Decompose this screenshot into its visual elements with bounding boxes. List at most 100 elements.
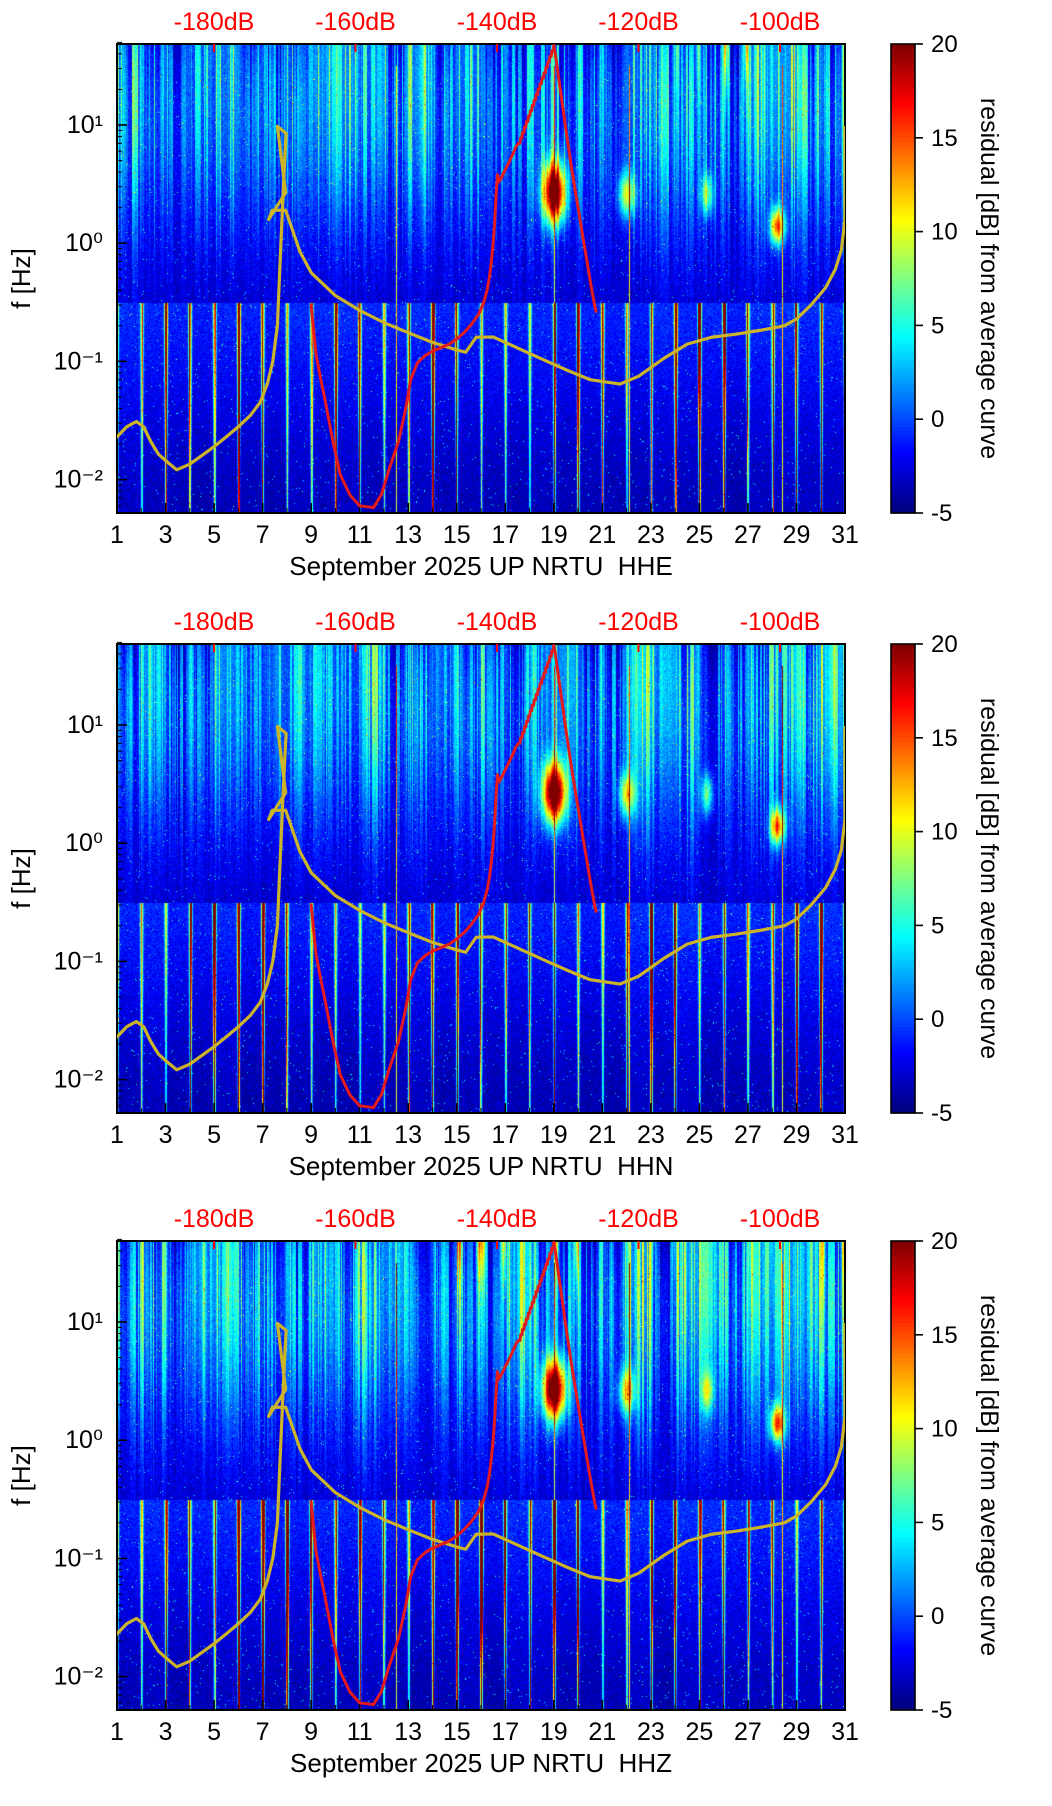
svg-text:5: 5 (931, 912, 944, 939)
svg-text:10¹: 10¹ (67, 1308, 103, 1336)
svg-text:-100dB: -100dB (740, 608, 821, 636)
svg-text:11: 11 (347, 1121, 373, 1149)
svg-text:0: 0 (931, 1603, 944, 1630)
svg-text:27: 27 (734, 1718, 762, 1746)
svg-text:3: 3 (159, 1121, 173, 1149)
svg-text:9: 9 (304, 1121, 318, 1149)
svg-text:10⁻¹: 10⁻¹ (54, 947, 103, 975)
svg-text:7: 7 (256, 521, 270, 549)
svg-text:5: 5 (207, 521, 221, 549)
svg-text:residual [dB] from average cur: residual [dB] from average curve (975, 1295, 1003, 1656)
svg-text:-160dB: -160dB (315, 1205, 396, 1233)
svg-text:5: 5 (931, 1509, 944, 1536)
svg-text:17: 17 (491, 1121, 519, 1149)
svg-text:residual [dB] from average cur: residual [dB] from average curve (975, 98, 1003, 459)
svg-text:31: 31 (831, 521, 859, 549)
svg-text:9: 9 (304, 1718, 318, 1746)
svg-text:-140dB: -140dB (457, 608, 538, 636)
svg-text:27: 27 (734, 521, 762, 549)
svg-text:17: 17 (491, 521, 519, 549)
svg-text:-120dB: -120dB (598, 1205, 679, 1233)
svg-text:-5: -5 (931, 1697, 952, 1724)
svg-text:-120dB: -120dB (598, 8, 679, 36)
svg-text:-160dB: -160dB (315, 8, 396, 36)
svg-text:3: 3 (159, 521, 173, 549)
svg-text:9: 9 (304, 521, 318, 549)
svg-text:5: 5 (931, 312, 944, 339)
svg-text:25: 25 (685, 1718, 713, 1746)
svg-text:20: 20 (931, 631, 958, 658)
svg-text:13: 13 (394, 1121, 422, 1149)
svg-text:19: 19 (540, 1121, 568, 1149)
svg-text:-5: -5 (931, 500, 952, 527)
svg-text:19: 19 (540, 1718, 568, 1746)
svg-text:-140dB: -140dB (457, 1205, 538, 1233)
svg-text:10¹: 10¹ (67, 111, 103, 139)
svg-text:31: 31 (831, 1121, 859, 1149)
svg-text:10⁻²: 10⁻² (54, 1663, 103, 1691)
svg-text:25: 25 (685, 521, 713, 549)
svg-text:15: 15 (443, 1718, 471, 1746)
svg-text:19: 19 (540, 521, 568, 549)
svg-text:29: 29 (783, 1121, 811, 1149)
svg-text:20: 20 (931, 31, 958, 58)
svg-text:10: 10 (931, 1416, 958, 1443)
svg-text:21: 21 (588, 521, 616, 549)
svg-text:7: 7 (256, 1718, 270, 1746)
svg-text:15: 15 (931, 725, 958, 752)
svg-text:23: 23 (637, 521, 665, 549)
svg-text:September 2025 UP NRTU HHN: September 2025 UP NRTU HHN (289, 1151, 674, 1181)
svg-text:20: 20 (931, 1228, 958, 1255)
svg-text:11: 11 (347, 521, 373, 549)
svg-text:0: 0 (931, 1006, 944, 1033)
svg-text:10: 10 (931, 819, 958, 846)
svg-text:f [Hz]: f [Hz] (6, 248, 36, 309)
svg-text:10: 10 (931, 219, 958, 246)
svg-text:0: 0 (931, 406, 944, 433)
svg-text:21: 21 (588, 1121, 616, 1149)
svg-text:15: 15 (443, 521, 471, 549)
svg-text:-140dB: -140dB (457, 8, 538, 36)
svg-text:15: 15 (931, 125, 958, 152)
svg-text:-180dB: -180dB (174, 608, 255, 636)
svg-text:3: 3 (159, 1718, 173, 1746)
svg-text:1: 1 (110, 521, 124, 549)
svg-text:10⁻²: 10⁻² (54, 1066, 103, 1094)
svg-text:25: 25 (685, 1121, 713, 1149)
svg-text:21: 21 (588, 1718, 616, 1746)
svg-text:10⁻¹: 10⁻¹ (54, 347, 103, 375)
svg-text:1: 1 (110, 1121, 124, 1149)
svg-text:10⁻²: 10⁻² (54, 466, 103, 494)
svg-text:residual [dB] from average cur: residual [dB] from average curve (975, 698, 1003, 1059)
svg-text:23: 23 (637, 1718, 665, 1746)
svg-text:23: 23 (637, 1121, 665, 1149)
svg-text:17: 17 (491, 1718, 519, 1746)
svg-text:f [Hz]: f [Hz] (6, 1445, 36, 1506)
svg-text:-180dB: -180dB (174, 1205, 255, 1233)
svg-text:-180dB: -180dB (174, 8, 255, 36)
svg-text:September 2025 UP NRTU HHE: September 2025 UP NRTU HHE (289, 551, 672, 581)
svg-text:5: 5 (207, 1718, 221, 1746)
svg-text:10¹: 10¹ (67, 711, 103, 739)
svg-text:11: 11 (347, 1718, 373, 1746)
svg-text:-100dB: -100dB (740, 1205, 821, 1233)
svg-text:15: 15 (931, 1322, 958, 1349)
svg-text:-100dB: -100dB (740, 8, 821, 36)
svg-text:15: 15 (443, 1121, 471, 1149)
svg-text:10⁰: 10⁰ (65, 229, 103, 257)
svg-text:-5: -5 (931, 1100, 952, 1127)
svg-text:-160dB: -160dB (315, 608, 396, 636)
svg-text:27: 27 (734, 1121, 762, 1149)
svg-text:29: 29 (783, 1718, 811, 1746)
svg-text:10⁰: 10⁰ (65, 1426, 103, 1454)
svg-text:29: 29 (783, 521, 811, 549)
svg-text:10⁻¹: 10⁻¹ (54, 1544, 103, 1572)
svg-text:7: 7 (256, 1121, 270, 1149)
svg-text:13: 13 (394, 521, 422, 549)
svg-text:September 2025 UP NRTU HHZ: September 2025 UP NRTU HHZ (290, 1748, 672, 1778)
svg-text:1: 1 (110, 1718, 124, 1746)
svg-text:31: 31 (831, 1718, 859, 1746)
svg-text:13: 13 (394, 1718, 422, 1746)
svg-text:-120dB: -120dB (598, 608, 679, 636)
svg-text:5: 5 (207, 1121, 221, 1149)
